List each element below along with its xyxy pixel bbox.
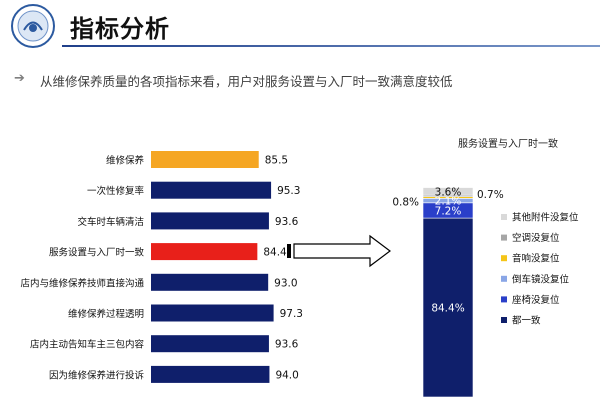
bar [151,181,272,199]
stack-chart-title: 服务设置与入厂时一致 [458,137,558,150]
bar [151,365,270,383]
bar [151,212,269,230]
category-label: 服务设置与入厂时一致 [49,247,145,259]
value-label: 93.6 [275,339,299,351]
legend-label: 其他附件没复位 [512,212,579,224]
value-label: 93.0 [274,277,297,289]
segment-value-label: 0.8% [392,197,419,209]
category-label: 店内主动告知车主三包内容 [30,339,145,351]
arrow-right-icon: ➔ [14,71,25,86]
bar [151,151,259,168]
segment-value-label: 3.6% [435,186,462,198]
legend-swatch [501,234,507,241]
category-label: 店内与维修保养技师直接沟通 [20,277,144,289]
bar [151,273,269,291]
legend-label: 倒车镜没复位 [512,273,570,285]
stack-segment [422,217,474,398]
legend-label: 音响没复位 [512,253,560,265]
legend-label: 空调没复位 [512,232,560,244]
segment-value-label: 0.7% [477,189,504,201]
legend-swatch [501,275,507,282]
category-label: 因为维修保养进行投诉 [49,369,145,381]
segment-value-label: 2.1% [435,196,462,208]
header: 指标分析 [0,0,600,52]
transition-arrow [287,234,391,268]
company-seal-logo [11,4,55,48]
legend-label: 都一致 [512,315,541,327]
page-title: 指标分析 [70,15,170,43]
arrow-tail-block [287,244,291,258]
category-label: 维修保养过程透明 [68,308,144,320]
legend-swatch [501,214,507,220]
legend-swatch [501,317,507,323]
title-underline [62,45,600,47]
value-label: 94.0 [275,369,298,381]
bar [151,304,274,322]
category-label: 交车时车辆清洁 [77,216,144,228]
hollow-arrow-shape [293,234,391,268]
value-label: 85.5 [265,155,288,167]
segment-value-label: 7.2% [435,205,462,217]
value-label: 93.6 [275,216,299,228]
stacked-bar-chart: 服务设置与入厂时一致 84.4% 7.2%2.1% 0.8% 0.7% 3.6% [392,137,558,398]
bar [151,243,258,261]
legend-label: 座椅没复位 [512,294,560,306]
bar [151,335,269,353]
subtitle-text: 从维修保养质量的各项指标来看，用户对服务设置与入厂时一致满意度较低 [40,74,453,89]
horizontal-bar-chart: 维修保养 85.5 一次性修复率 95.3 交车时车辆清洁 93.6 服务设置与入厂时一致 8… [20,151,303,383]
segment-value-label: 84.4% [431,303,464,315]
value-label: 97.3 [280,308,303,320]
stack-segment [422,187,474,196]
value-label: 95.3 [277,185,300,197]
value-label: 84.4 [263,247,287,259]
legend-swatch [501,296,507,303]
legend-swatch [501,255,507,262]
category-label: 维修保养 [106,155,145,167]
category-label: 一次性修复率 [87,185,145,197]
